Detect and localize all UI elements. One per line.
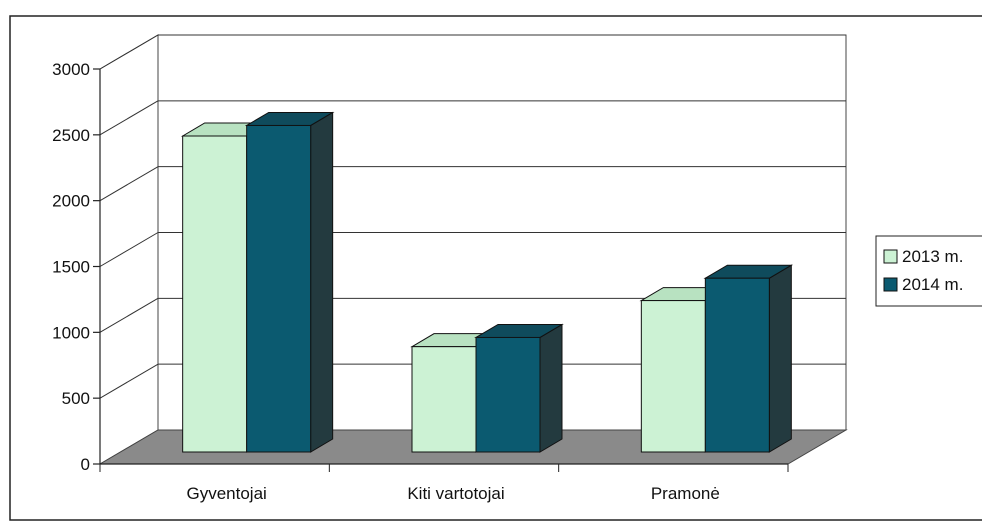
bar-front xyxy=(704,277,770,453)
gridline-side xyxy=(99,34,159,70)
bar-front xyxy=(246,124,312,453)
y-tick-label: 1000 xyxy=(52,323,90,342)
bar-side xyxy=(539,323,563,453)
chart-frame xyxy=(9,15,982,521)
bar-2014-2 xyxy=(703,264,794,453)
bar-front xyxy=(411,346,477,453)
legend-label: 2014 m. xyxy=(902,275,963,294)
y-tick-label: 2500 xyxy=(52,126,90,145)
gridline-side xyxy=(99,297,159,333)
legend-box xyxy=(875,235,982,307)
bar-front xyxy=(640,300,706,453)
y-tick-label: 500 xyxy=(62,389,90,408)
x-category-label: Kiti vartotojai xyxy=(407,484,504,503)
y-tick-label: 2000 xyxy=(52,192,90,211)
y-tick-label: 3000 xyxy=(52,60,90,79)
legend: 2013 m. 2014 m. xyxy=(875,235,982,307)
legend-swatch xyxy=(883,249,898,264)
x-category-label: Gyventojai xyxy=(187,484,267,503)
gridline-side xyxy=(99,363,159,399)
gridline-side xyxy=(99,166,159,202)
gridline-side xyxy=(99,100,159,136)
y-tick-label: 0 xyxy=(81,455,90,474)
gridline-side xyxy=(99,232,159,267)
y-tick-label: 1500 xyxy=(52,258,90,277)
legend-swatch xyxy=(883,277,898,292)
legend-label: 2013 m. xyxy=(902,247,963,266)
y-axis: 0 500 1000 1500 2000 2500 3000 xyxy=(52,60,101,474)
bar-side xyxy=(768,264,792,453)
bar-side xyxy=(310,111,334,453)
bars xyxy=(180,111,794,453)
bar-front xyxy=(182,135,248,453)
bar-2014-0 xyxy=(244,111,335,453)
bar-front xyxy=(475,336,541,453)
x-category-label: Pramonė xyxy=(651,484,720,503)
bar-2014-1 xyxy=(474,323,564,453)
x-axis: Gyventojai Kiti vartotojai Pramonė xyxy=(99,463,789,503)
